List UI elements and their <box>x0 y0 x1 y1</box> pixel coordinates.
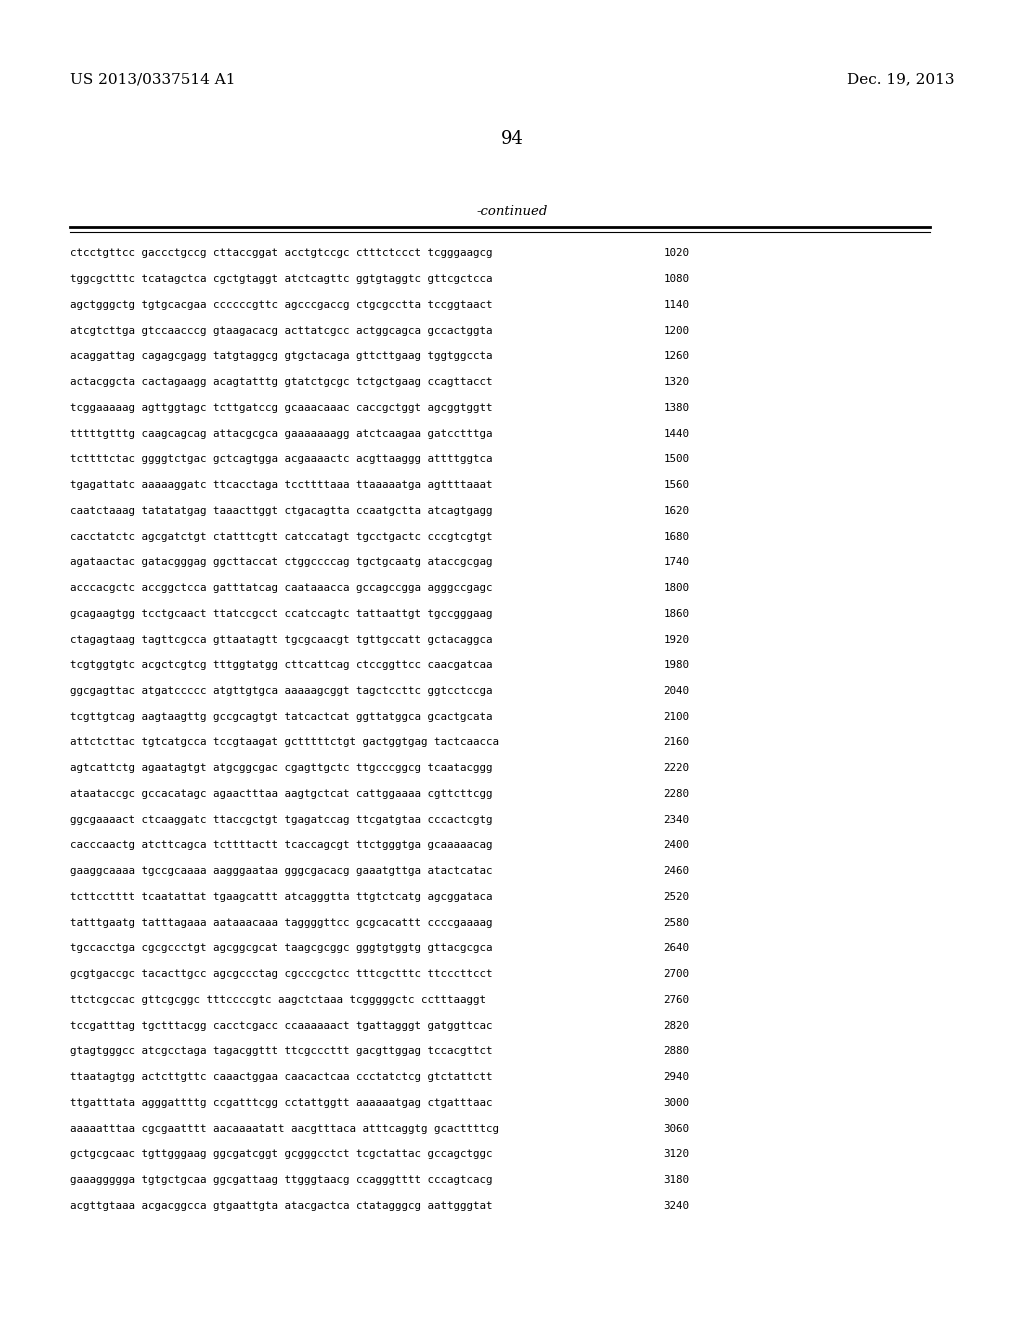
Text: tgccacctga cgcgccctgt agcggcgcat taagcgcggc gggtgtggtg gttacgcgca: tgccacctga cgcgccctgt agcggcgcat taagcgc… <box>70 944 493 953</box>
Text: ttctcgccac gttcgcggc tttccccgtc aagctctaaa tcgggggctc cctttaaggt: ttctcgccac gttcgcggc tttccccgtc aagctcta… <box>70 995 485 1005</box>
Text: 2040: 2040 <box>664 686 689 696</box>
Text: attctcttac tgtcatgcca tccgtaagat gctttttctgt gactggtgag tactcaacca: attctcttac tgtcatgcca tccgtaagat gcttttt… <box>70 738 499 747</box>
Text: 2220: 2220 <box>664 763 689 774</box>
Text: tttttgtttg caagcagcag attacgcgca gaaaaaaagg atctcaagaa gatcctttga: tttttgtttg caagcagcag attacgcgca gaaaaaa… <box>70 429 493 438</box>
Text: 3180: 3180 <box>664 1175 689 1185</box>
Text: tgagattatc aaaaaggatc ttcacctaga tccttttaaa ttaaaaatga agttttaaat: tgagattatc aaaaaggatc ttcacctaga tcctttt… <box>70 480 493 490</box>
Text: 1200: 1200 <box>664 326 689 335</box>
Text: acgttgtaaa acgacggcca gtgaattgta atacgactca ctatagggcg aattgggtat: acgttgtaaa acgacggcca gtgaattgta atacgac… <box>70 1201 493 1210</box>
Text: 1020: 1020 <box>664 248 689 259</box>
Text: -continued: -continued <box>476 205 548 218</box>
Text: 1500: 1500 <box>664 454 689 465</box>
Text: gcgtgaccgc tacacttgcc agcgccctag cgcccgctcc tttcgctttc ttcccttcct: gcgtgaccgc tacacttgcc agcgccctag cgcccgc… <box>70 969 493 979</box>
Text: 1440: 1440 <box>664 429 689 438</box>
Text: 94: 94 <box>501 129 523 148</box>
Text: gcagaagtgg tcctgcaact ttatccgcct ccatccagtc tattaattgt tgccgggaag: gcagaagtgg tcctgcaact ttatccgcct ccatcca… <box>70 609 493 619</box>
Text: 1620: 1620 <box>664 506 689 516</box>
Text: tcttcctttt tcaatattat tgaagcattt atcagggtta ttgtctcatg agcggataca: tcttcctttt tcaatattat tgaagcattt atcaggg… <box>70 892 493 902</box>
Text: ctcctgttcc gaccctgccg cttaccggat acctgtccgc ctttctccct tcgggaagcg: ctcctgttcc gaccctgccg cttaccggat acctgtc… <box>70 248 493 259</box>
Text: 3120: 3120 <box>664 1150 689 1159</box>
Text: 2700: 2700 <box>664 969 689 979</box>
Text: tccgatttag tgctttacgg cacctcgacc ccaaaaaact tgattagggt gatggttcac: tccgatttag tgctttacgg cacctcgacc ccaaaaa… <box>70 1020 493 1031</box>
Text: 1260: 1260 <box>664 351 689 362</box>
Text: tcgttgtcag aagtaagttg gccgcagtgt tatcactcat ggttatggca gcactgcata: tcgttgtcag aagtaagttg gccgcagtgt tatcact… <box>70 711 493 722</box>
Text: 1980: 1980 <box>664 660 689 671</box>
Text: 1140: 1140 <box>664 300 689 310</box>
Text: 2400: 2400 <box>664 841 689 850</box>
Text: 2580: 2580 <box>664 917 689 928</box>
Text: ttgatttata agggattttg ccgatttcgg cctattggtt aaaaaatgag ctgatttaac: ttgatttata agggattttg ccgatttcgg cctattg… <box>70 1098 493 1107</box>
Text: 1380: 1380 <box>664 403 689 413</box>
Text: 1860: 1860 <box>664 609 689 619</box>
Text: 1800: 1800 <box>664 583 689 593</box>
Text: ataataccgc gccacatagc agaactttaa aagtgctcat cattggaaaa cgttcttcgg: ataataccgc gccacatagc agaactttaa aagtgct… <box>70 789 493 799</box>
Text: acaggattag cagagcgagg tatgtaggcg gtgctacaga gttcttgaag tggtggccta: acaggattag cagagcgagg tatgtaggcg gtgctac… <box>70 351 493 362</box>
Text: gaaggcaaaa tgccgcaaaa aagggaataa gggcgacacg gaaatgttga atactcatac: gaaggcaaaa tgccgcaaaa aagggaataa gggcgac… <box>70 866 493 876</box>
Text: tcttttctac ggggtctgac gctcagtgga acgaaaactc acgttaaggg attttggtca: tcttttctac ggggtctgac gctcagtgga acgaaaa… <box>70 454 493 465</box>
Text: actacggcta cactagaagg acagtatttg gtatctgcgc tctgctgaag ccagttacct: actacggcta cactagaagg acagtatttg gtatctg… <box>70 378 493 387</box>
Text: acccacgctc accggctcca gatttatcag caataaacca gccagccgga agggccgagc: acccacgctc accggctcca gatttatcag caataaa… <box>70 583 493 593</box>
Text: 2880: 2880 <box>664 1047 689 1056</box>
Text: tatttgaatg tatttagaaa aataaacaaa taggggttcc gcgcacattt ccccgaaaag: tatttgaatg tatttagaaa aataaacaaa taggggt… <box>70 917 493 928</box>
Text: ggcgaaaact ctcaaggatc ttaccgctgt tgagatccag ttcgatgtaa cccactcgtg: ggcgaaaact ctcaaggatc ttaccgctgt tgagatc… <box>70 814 493 825</box>
Text: 3060: 3060 <box>664 1123 689 1134</box>
Text: 2340: 2340 <box>664 814 689 825</box>
Text: 2640: 2640 <box>664 944 689 953</box>
Text: US 2013/0337514 A1: US 2013/0337514 A1 <box>70 73 236 86</box>
Text: ggcgagttac atgatccccc atgttgtgca aaaaagcggt tagctccttc ggtcctccga: ggcgagttac atgatccccc atgttgtgca aaaaagc… <box>70 686 493 696</box>
Text: ttaatagtgg actcttgttc caaactggaa caacactcaa ccctatctcg gtctattctt: ttaatagtgg actcttgttc caaactggaa caacact… <box>70 1072 493 1082</box>
Text: 2460: 2460 <box>664 866 689 876</box>
Text: 1740: 1740 <box>664 557 689 568</box>
Text: 1920: 1920 <box>664 635 689 644</box>
Text: ctagagtaag tagttcgcca gttaatagtt tgcgcaacgt tgttgccatt gctacaggca: ctagagtaag tagttcgcca gttaatagtt tgcgcaa… <box>70 635 493 644</box>
Text: 3240: 3240 <box>664 1201 689 1210</box>
Text: 2160: 2160 <box>664 738 689 747</box>
Text: 2820: 2820 <box>664 1020 689 1031</box>
Text: gctgcgcaac tgttgggaag ggcgatcggt gcgggcctct tcgctattac gccagctggc: gctgcgcaac tgttgggaag ggcgatcggt gcgggcc… <box>70 1150 493 1159</box>
Text: agtcattctg agaatagtgt atgcggcgac cgagttgctc ttgcccggcg tcaatacggg: agtcattctg agaatagtgt atgcggcgac cgagttg… <box>70 763 493 774</box>
Text: tcgtggtgtc acgctcgtcg tttggtatgg cttcattcag ctccggttcc caacgatcaa: tcgtggtgtc acgctcgtcg tttggtatgg cttcatt… <box>70 660 493 671</box>
Text: caatctaaag tatatatgag taaacttggt ctgacagtta ccaatgctta atcagtgagg: caatctaaag tatatatgag taaacttggt ctgacag… <box>70 506 493 516</box>
Text: cacccaactg atcttcagca tcttttactt tcaccagcgt ttctgggtga gcaaaaacag: cacccaactg atcttcagca tcttttactt tcaccag… <box>70 841 493 850</box>
Text: 2940: 2940 <box>664 1072 689 1082</box>
Text: gaaaggggga tgtgctgcaa ggcgattaag ttgggtaacg ccagggtttt cccagtcacg: gaaaggggga tgtgctgcaa ggcgattaag ttgggta… <box>70 1175 493 1185</box>
Text: 2520: 2520 <box>664 892 689 902</box>
Text: cacctatctc agcgatctgt ctatttcgtt catccatagt tgcctgactc cccgtcgtgt: cacctatctc agcgatctgt ctatttcgtt catccat… <box>70 532 493 541</box>
Text: tggcgctttc tcatagctca cgctgtaggt atctcagttc ggtgtaggtc gttcgctcca: tggcgctttc tcatagctca cgctgtaggt atctcag… <box>70 275 493 284</box>
Text: 1080: 1080 <box>664 275 689 284</box>
Text: Dec. 19, 2013: Dec. 19, 2013 <box>847 73 954 86</box>
Text: 1680: 1680 <box>664 532 689 541</box>
Text: agctgggctg tgtgcacgaa ccccccgttc agcccgaccg ctgcgcctta tccggtaact: agctgggctg tgtgcacgaa ccccccgttc agcccga… <box>70 300 493 310</box>
Text: 2760: 2760 <box>664 995 689 1005</box>
Text: 2280: 2280 <box>664 789 689 799</box>
Text: tcggaaaaag agttggtagc tcttgatccg gcaaacaaac caccgctggt agcggtggtt: tcggaaaaag agttggtagc tcttgatccg gcaaaca… <box>70 403 493 413</box>
Text: gtagtgggcc atcgcctaga tagacggttt ttcgcccttt gacgttggag tccacgttct: gtagtgggcc atcgcctaga tagacggttt ttcgccc… <box>70 1047 493 1056</box>
Text: 1560: 1560 <box>664 480 689 490</box>
Text: 3000: 3000 <box>664 1098 689 1107</box>
Text: aaaaatttaa cgcgaatttt aacaaaatatt aacgtttaca atttcaggtg gcacttttcg: aaaaatttaa cgcgaatttt aacaaaatatt aacgtt… <box>70 1123 499 1134</box>
Text: 1320: 1320 <box>664 378 689 387</box>
Text: atcgtcttga gtccaacccg gtaagacacg acttatcgcc actggcagca gccactggta: atcgtcttga gtccaacccg gtaagacacg acttatc… <box>70 326 493 335</box>
Text: agataactac gatacgggag ggcttaccat ctggccccag tgctgcaatg ataccgcgag: agataactac gatacgggag ggcttaccat ctggccc… <box>70 557 493 568</box>
Text: 2100: 2100 <box>664 711 689 722</box>
